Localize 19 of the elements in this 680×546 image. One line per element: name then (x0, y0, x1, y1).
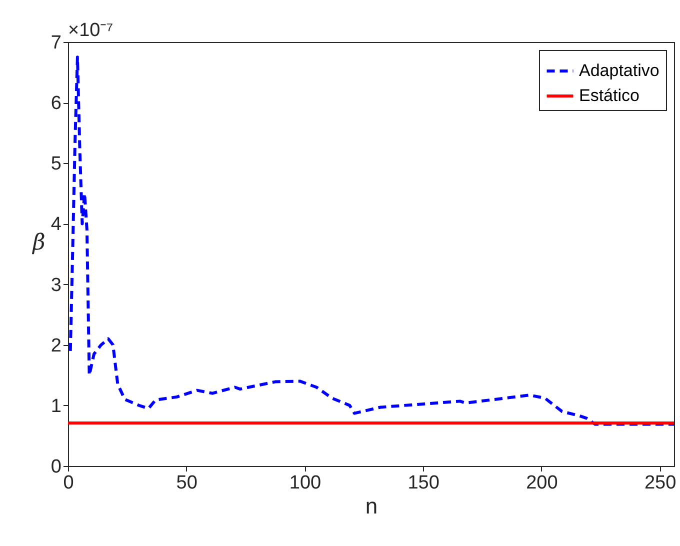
x-tick-label: 200 (526, 472, 558, 494)
y-tick-label: 1 (50, 396, 62, 417)
y-tick-label: 5 (50, 154, 62, 175)
y-tick-label: 2 (50, 335, 62, 356)
y-tick-label: 4 (50, 214, 62, 236)
line-series (68, 56, 674, 426)
y-tick-label: 6 (50, 93, 62, 114)
legend-label: Estático (579, 86, 640, 105)
y-axis-title: β (32, 230, 46, 256)
x-axis-title: n (365, 494, 378, 518)
x-tick-label: 50 (176, 472, 198, 494)
y-tick-label: 7 (50, 32, 62, 54)
text: ×10⁻⁷ (68, 20, 114, 41)
y-tick-label: 0 (50, 456, 62, 478)
y-tick-label: 3 (50, 274, 62, 296)
x-tick-label: 150 (408, 472, 440, 494)
legend-label: Adaptativo (579, 61, 660, 80)
x-tick-label: 100 (289, 472, 322, 494)
x-tick-label: 250 (644, 472, 676, 494)
